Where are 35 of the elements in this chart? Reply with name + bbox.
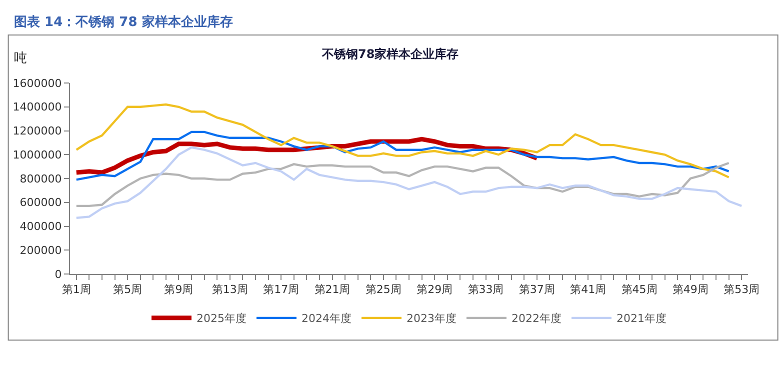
- y-tick-label: 600000: [20, 196, 62, 210]
- x-tick-label: 第5周: [113, 283, 142, 296]
- legend-label: 2025年度: [196, 312, 246, 326]
- legend-label: 2023年度: [406, 312, 456, 326]
- chart-title: 图表 14：不锈钢 78 家样本企业库存: [14, 14, 233, 30]
- legend-label: 2021年度: [616, 312, 666, 326]
- x-tick-label: 第37周: [518, 283, 555, 296]
- line-series: [75, 103, 730, 178]
- y-tick-label: 1600000: [12, 76, 62, 90]
- legend-label: 2024年度: [302, 312, 352, 326]
- x-tick-label: 第1周: [62, 283, 91, 296]
- y-tick-label: 200000: [20, 244, 62, 257]
- line-series: [75, 146, 743, 219]
- x-tick-label: 第41周: [570, 283, 606, 296]
- x-tick-label: 第13周: [212, 283, 248, 296]
- x-tick-label: 第49周: [672, 283, 708, 296]
- x-tick-label: 第17周: [263, 283, 300, 296]
- x-tick-label: 第33周: [468, 283, 504, 296]
- y-tick-label: 800000: [20, 172, 62, 186]
- line-series: [75, 130, 730, 181]
- x-tick-label: 第21周: [314, 283, 350, 296]
- y-tick-label: 1200000: [12, 124, 62, 138]
- y-tick-label: 0: [54, 268, 62, 281]
- chart-subtitle: 不锈钢78家样本企业库存: [321, 47, 459, 61]
- line-series: [75, 162, 730, 208]
- y-tick-label: 400000: [20, 220, 62, 234]
- x-tick-label: 第29周: [416, 283, 453, 296]
- x-tick-label: 第53周: [724, 283, 760, 296]
- legend-label: 2022年度: [512, 312, 562, 326]
- y-axis-title: 吨: [14, 51, 27, 66]
- x-tick-label: 第45周: [621, 283, 658, 296]
- x-tick-label: 第9周: [164, 283, 194, 296]
- y-tick-label: 1000000: [12, 148, 62, 162]
- y-tick-label: 1400000: [12, 100, 62, 114]
- x-tick-label: 第25周: [365, 283, 402, 296]
